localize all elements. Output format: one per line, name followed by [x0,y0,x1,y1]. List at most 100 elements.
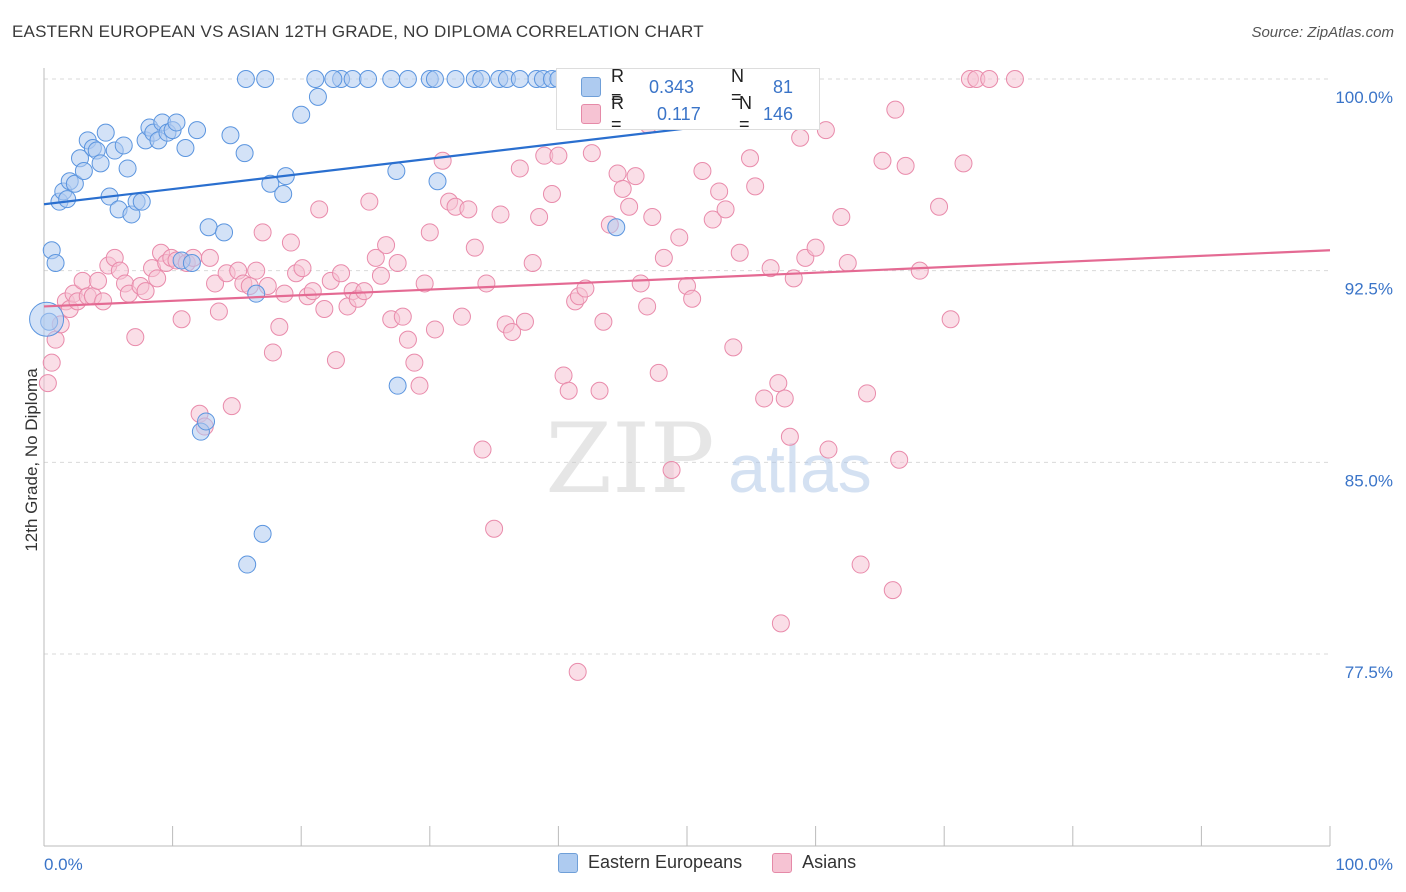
legend-swatch-blue [581,77,601,97]
eastern-europeans-point [46,254,65,272]
legend-r-label: R = [611,66,624,107]
asians-point [281,233,300,252]
series-legend: Eastern Europeans Asians [558,852,876,873]
asians-point [377,236,396,255]
asians-point [473,440,492,459]
eastern-europeans-point [308,87,327,106]
asians-point [780,427,799,446]
asians-point [631,274,650,293]
eastern-europeans-point [292,105,311,124]
asians-point [270,317,289,336]
asians-point [608,164,627,183]
asians-point [716,200,735,219]
asians-point [172,310,191,329]
asians-point [415,274,434,293]
y-tick-label: 100.0% [1335,88,1393,107]
asians-point [771,614,790,633]
asians-point [654,248,673,267]
asians-point [769,374,788,393]
asians-point [930,197,949,216]
asians-point [816,121,835,140]
legend-r-value: 0.117 [657,103,701,124]
asians-point [775,389,794,408]
asians-point [136,282,155,301]
chart-title: EASTERN EUROPEAN VS ASIAN 12TH GRADE, NO… [12,22,704,41]
eastern-europeans-point [472,70,491,88]
asians-point [491,205,510,224]
eastern-europeans-point [188,121,207,140]
stats-legend: R = 0.343 N = 81 R = 0.117 N = 146 [556,66,820,134]
asians-point [980,70,999,88]
eastern-europeans-point [235,144,254,163]
y-tick-label: 92.5% [1345,280,1393,299]
asians-point [425,320,444,339]
legend-label: Asians [802,852,857,872]
eastern-europeans-point [256,70,275,88]
eastern-europeans-point [65,174,84,193]
asians-point [761,259,780,278]
asians-point [247,261,266,280]
asians-point [873,151,892,170]
asians-point [703,210,722,229]
asians-point [549,146,568,165]
asians-point [638,297,657,316]
legend-swatch-pink [772,852,793,873]
tick-labels: 77.5% 85.0% 92.5% 100.0% 0.0% 100.0% [44,88,1393,874]
legend-n-value: 146 [763,103,794,124]
asians-point [806,238,825,257]
eastern-europeans-point [382,70,401,88]
asians-point [626,167,645,186]
asians-point [393,307,412,326]
asians-point [594,312,613,331]
asians-point [791,128,810,147]
asians-point [200,248,219,267]
asians-point [275,284,294,303]
asians-point [941,310,960,329]
eastern-europeans-point [428,172,447,191]
asians-point [883,581,902,600]
asians-point [896,156,915,175]
asians-point [542,185,561,203]
asians-point [315,300,334,318]
asians-point [293,259,312,278]
eastern-europeans-point [446,70,465,88]
asians-point [741,149,760,168]
eastern-europeans-point [359,70,378,88]
asians-point [433,151,452,170]
asians-point [222,397,241,416]
asians-point [94,292,113,311]
asians-point [620,197,639,216]
asians-point [515,312,534,331]
asians-point [851,555,870,574]
asians-point [730,243,749,262]
asians-point [326,351,345,370]
asians-trend-line [43,249,1331,308]
eastern-europeans-point [247,284,266,303]
asians-point [568,662,587,681]
asians-point [503,323,522,341]
asians-point [310,200,329,219]
asians-point [366,248,385,267]
asians-point [724,338,743,357]
asians-point [420,223,439,242]
axes [43,68,1331,847]
asians-point [510,159,529,178]
asians-point [819,440,838,459]
legend-item-asians: Asians [772,852,856,873]
eastern-europeans-point [261,174,280,193]
asians-point [649,363,668,382]
eastern-europeans-point [387,162,406,180]
asians-point [858,384,877,403]
eastern-europeans-point [29,301,65,337]
eastern-europeans-point [167,113,186,132]
source-note: Source: ZipAtlas.com [1251,24,1394,41]
asians-point [73,271,92,290]
legend-item-eastern-europeans: Eastern Europeans [558,852,742,873]
legend-n-value: 81 [773,76,794,97]
series-asians [38,70,1024,681]
asians-point [405,353,424,372]
asians-point [360,192,379,211]
asians-point [398,330,417,349]
y-axis-label: 12th Grade, No Diploma [22,368,41,552]
